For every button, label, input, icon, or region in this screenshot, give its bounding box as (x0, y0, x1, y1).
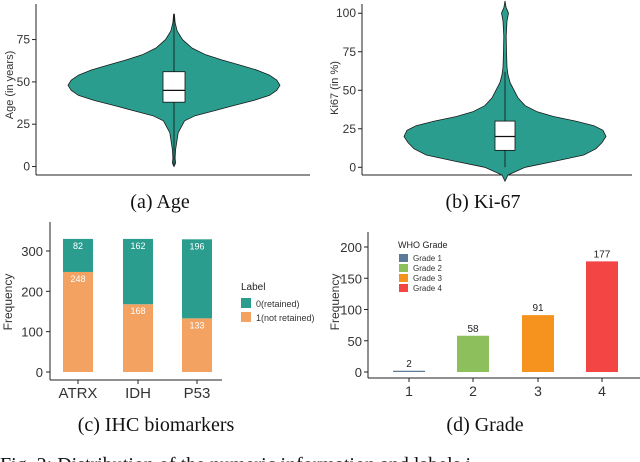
grade-bar-3 (522, 315, 554, 372)
pb-ytick-label: 75 (343, 45, 357, 59)
grade-xtick-label: 2 (469, 383, 477, 399)
ihc-bar-value-label: 82 (73, 241, 83, 251)
ihc-bar-atrx-retained (63, 238, 93, 272)
grade-legend-label: Grade 3 (413, 274, 442, 283)
pa-ytick-label: 50 (17, 75, 31, 89)
grade-ytick-label: 100 (340, 303, 362, 318)
grade-xtick-label: 1 (405, 383, 413, 399)
age-ylabel: Age (in years) (4, 51, 16, 119)
grade-legend-swatch (399, 254, 408, 262)
pb-ytick-label: 25 (343, 122, 357, 136)
grade-ytick-label: 200 (340, 240, 362, 255)
ihc-legend-label: 1(not retained) (256, 313, 315, 323)
pa-ytick-label: 75 (17, 33, 31, 47)
grade-xtick-label: 4 (598, 383, 606, 399)
panel-grade: Frequency 0 50 100 150 200 2 1 58 2 91 3 177 4 WHO … (328, 232, 640, 436)
pb-ytick-label: 0 (349, 160, 356, 174)
ihc-bar-value-label: 133 (189, 320, 204, 330)
grade-ytick-label: 0 (355, 365, 362, 380)
ihc-bar-atrx-not-retained (63, 271, 93, 372)
ihc-legend-swatch (241, 312, 251, 322)
ki67-box (494, 120, 516, 151)
caption-grade: (d) Grade (446, 414, 523, 436)
age-box (162, 71, 186, 103)
ihc-ytick-label: 0 (36, 365, 43, 380)
ihc-bar-p53-retained (182, 239, 212, 319)
ihc-legend-swatch (241, 298, 251, 308)
ihc-legend-title: Label (241, 282, 265, 293)
grade-bar-value-label: 2 (406, 359, 412, 370)
ihc-bar-value-label: 168 (130, 306, 145, 316)
ihc-ytick-label: 300 (21, 244, 43, 259)
grade-legend-swatch (399, 274, 408, 282)
caption-ki67: (b) Ki-67 (446, 191, 521, 213)
grade-legend-label: Grade 2 (413, 264, 442, 273)
grade-ylabel: Frequency (328, 274, 342, 331)
grade-bar-2 (457, 335, 489, 372)
ihc-bar-idh-retained (123, 238, 153, 305)
grade-bar-1 (393, 370, 425, 372)
grade-bar-value-label: 58 (467, 324, 479, 335)
grade-bar-4 (586, 261, 618, 372)
grade-legend-swatch (399, 264, 408, 272)
caption-ihc: (c) IHC biomarkers (78, 414, 235, 436)
grade-legend-label: Grade 1 (413, 254, 442, 263)
pb-ytick-label: 100 (336, 6, 356, 20)
panel-age: Age (in years) 0 25 50 75 (a) Age (4, 4, 310, 213)
grade-xtick-label: 3 (534, 383, 542, 399)
panel-ki67: Ki67 (in %) 0 25 50 75 100 (b) Ki-67 (329, 0, 632, 213)
grade-bar-value-label: 177 (594, 249, 611, 260)
ihc-xtick-label: ATRX (59, 385, 98, 402)
ihc-bar-p53-not-retained (182, 318, 212, 372)
grade-legend-swatch (399, 284, 408, 292)
ihc-bar-value-label: 162 (130, 241, 145, 251)
ihc-bar-value-label: 196 (189, 241, 204, 251)
ihc-bar-idh-not-retained (123, 304, 153, 372)
grade-ytick-label: 50 (348, 334, 362, 349)
pa-ytick-label: 25 (17, 117, 31, 131)
ki67-ylabel: Ki67 (in %) (329, 61, 341, 115)
ihc-ylabel: Frequency (1, 274, 15, 331)
ihc-xtick-label: IDH (125, 385, 151, 402)
caption-age: (a) Age (130, 191, 190, 213)
grade-legend-title: WHO Grade (398, 240, 448, 250)
grade-ytick-label: 150 (340, 271, 362, 286)
figure-caption: Fig. 2: Distribution of the numeric info… (0, 454, 471, 462)
ihc-xtick-label: P53 (184, 385, 211, 402)
ihc-bar-value-label: 248 (70, 274, 85, 284)
grade-legend-label: Grade 4 (413, 284, 442, 293)
pa-ytick-label: 0 (23, 160, 30, 174)
ihc-ytick-label: 100 (21, 325, 43, 340)
ihc-legend: Label 0(retained) 1(not retained) (241, 282, 315, 323)
ihc-ytick-label: 200 (21, 284, 43, 299)
panel-ihc: Frequency 0 100 200 300 248 82 ATRX 168 162 IDH 1… (1, 222, 315, 436)
pb-ytick-label: 50 (343, 83, 357, 97)
ihc-legend-label: 0(retained) (256, 299, 300, 309)
grade-bar-value-label: 91 (532, 303, 544, 314)
